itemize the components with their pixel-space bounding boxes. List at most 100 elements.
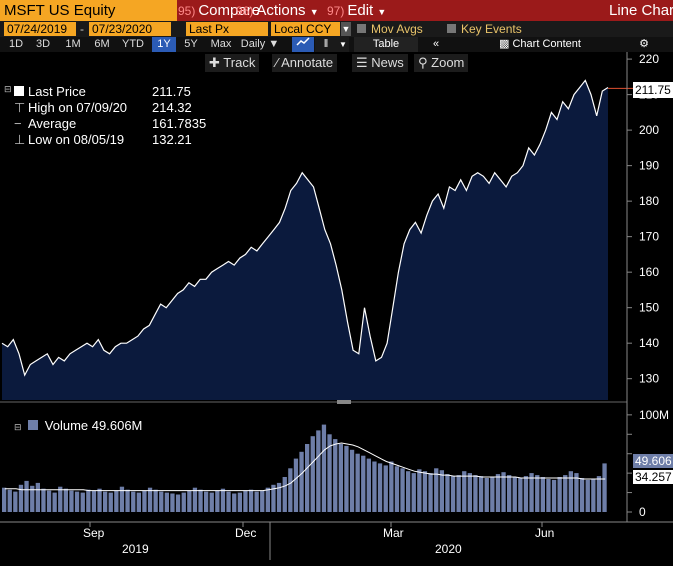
month-label-dec: Dec [235, 526, 257, 540]
range-max[interactable]: Max [210, 38, 232, 50]
volume-bar [232, 493, 237, 512]
actions-button[interactable]: 96) Actions ▼ [236, 0, 319, 21]
gear-icon[interactable]: ⚙ [636, 37, 652, 52]
volume-bar [389, 461, 394, 512]
volume-bar [2, 487, 7, 512]
high-row: ⊤ High on 07/09/20 [14, 100, 127, 116]
legend-collapse-icon[interactable]: ⊟ [14, 422, 22, 432]
price-legend: Last Price ⊤ High on 07/09/20 − Average ⊥ L… [14, 84, 127, 148]
volume-bar [445, 474, 450, 512]
range-1y[interactable]: 1Y [152, 37, 176, 52]
price-tick-label: 220 [639, 52, 659, 66]
mov-avgs-checkbox[interactable] [357, 24, 366, 33]
field-select[interactable]: Last Px [186, 22, 268, 36]
volume-bar [215, 490, 220, 512]
pencil-icon: ∕ [276, 55, 279, 70]
volume-bar [535, 475, 540, 512]
chart-content-label: Chart Content [512, 38, 581, 50]
volume-bar [462, 471, 467, 512]
volume-bar [243, 490, 248, 512]
volume-bar [35, 482, 40, 512]
volume-bar [299, 451, 304, 512]
legend-collapse-icon[interactable]: ⊟ [4, 84, 12, 94]
volume-bar [563, 475, 568, 512]
volume-bar [80, 492, 85, 512]
range-1d[interactable]: 1D [8, 38, 24, 50]
volume-swatch [28, 420, 39, 430]
search-icon: ⚲ [418, 55, 428, 70]
end-date-field[interactable]: 07/23/2020 [89, 22, 171, 36]
table-button[interactable]: Table [354, 37, 418, 52]
volume-bar [507, 475, 512, 512]
volume-ma-badge: 34.257 [633, 470, 673, 484]
ticker-field[interactable]: MSFT US Equity [0, 0, 177, 21]
edit-button[interactable]: 97) Edit ▼ [327, 0, 386, 21]
volume-bar [428, 473, 433, 512]
average-value: 161.7835 [152, 116, 207, 131]
range-ytd[interactable]: YTD [122, 38, 144, 50]
volume-bar [478, 476, 484, 512]
chart-content-button[interactable]: ▩ Chart Content [478, 37, 602, 52]
chart-style-dropdown-icon[interactable]: ▼ [337, 37, 349, 52]
annotate-tool[interactable]: ∕ Annotate [272, 54, 338, 72]
volume-bar [226, 491, 231, 512]
high-value: 214.32 [152, 100, 192, 115]
volume-bar [450, 476, 456, 512]
chart-type-button[interactable]: Line Char [609, 0, 673, 21]
volume-bar [293, 458, 299, 512]
volume-bar [383, 465, 388, 512]
chevron-down-icon: ▼ [377, 7, 387, 17]
range-6m[interactable]: 6M [94, 38, 110, 50]
key-events-checkbox[interactable] [447, 24, 456, 33]
volume-bar [63, 488, 68, 512]
volume-bar [18, 484, 24, 512]
volume-bar [372, 461, 377, 512]
average-marker-icon: − [14, 116, 22, 131]
volume-bar [495, 474, 501, 512]
currency-dropdown-icon[interactable]: ▼ [341, 22, 351, 36]
volume-bar [321, 424, 327, 512]
caret-down-icon: ▼ [268, 38, 280, 50]
volume-bar [187, 490, 192, 512]
start-date-value: 07/24/2019 [7, 22, 68, 36]
start-date-field[interactable]: 07/24/2019 [4, 22, 76, 36]
volume-bar [147, 487, 153, 512]
volume-bar [69, 490, 74, 512]
volume-badge-value: 49.606 [635, 454, 672, 468]
price-tick-label: 200 [639, 123, 659, 137]
last-price-badge-value: 211.75 [635, 83, 671, 97]
volume-bar [136, 492, 141, 512]
volume-bar [439, 470, 444, 512]
volume-bar [265, 487, 270, 512]
range-1m[interactable]: 1M [65, 38, 81, 50]
volume-bar [97, 488, 102, 512]
volume-bar [13, 491, 18, 512]
zoom-tool[interactable]: ⚲ Zoom [414, 54, 469, 72]
volume-bar [551, 479, 557, 512]
volume-bar [271, 484, 276, 512]
volume-bar [512, 477, 517, 512]
month-label-jun: Jun [535, 526, 555, 540]
price-tick-label: 140 [639, 336, 659, 350]
track-tool[interactable]: ✚ Track [205, 54, 260, 72]
news-tool[interactable]: ☰ News [352, 54, 408, 72]
line-chart-icon[interactable] [292, 37, 314, 52]
currency-select[interactable]: Local CCY [271, 22, 340, 36]
volume-bar [310, 436, 315, 512]
volume-bar [114, 490, 119, 512]
volume-legend: ⊟ Volume 49.606M [14, 418, 142, 435]
volume-bar [490, 477, 495, 512]
collapse-icon[interactable]: « [426, 37, 446, 52]
compare-button[interactable]: 95) Compare [178, 0, 260, 21]
period-select[interactable]: Daily ▼ [240, 37, 280, 52]
price-area [2, 80, 608, 401]
bar-chart-icon[interactable]: ‖ [315, 37, 337, 52]
compare-label: Compare [198, 2, 261, 19]
last-price-label: Last Price [28, 84, 86, 99]
volume-badge: 49.606 [633, 454, 673, 468]
month-label-mar: Mar [383, 526, 404, 540]
volume-ma-badge-value: 34.257 [635, 470, 672, 484]
range-3d[interactable]: 3D [35, 38, 51, 50]
range-5y[interactable]: 5Y [184, 38, 198, 50]
